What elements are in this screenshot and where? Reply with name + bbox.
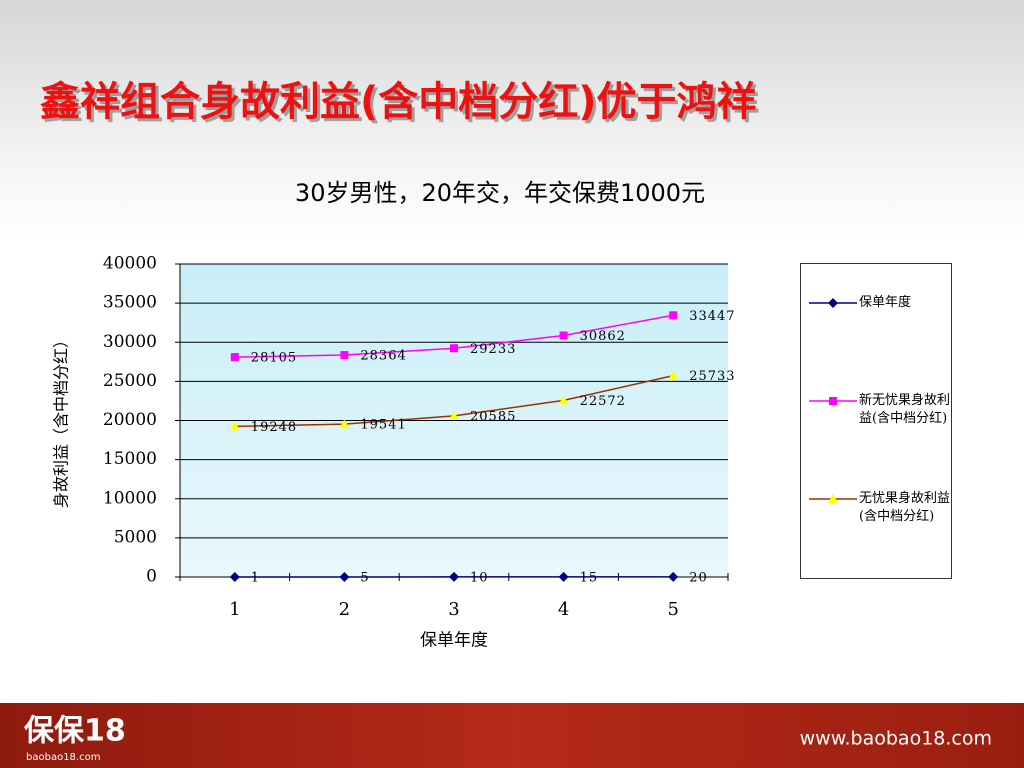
marker xyxy=(450,344,458,353)
y-tick-label: 25000 xyxy=(103,371,157,391)
data-label: 30862 xyxy=(580,329,626,344)
data-label: 10 xyxy=(470,570,489,585)
data-label: 20 xyxy=(689,570,708,585)
marker xyxy=(828,298,838,308)
x-tick-label: 3 xyxy=(448,599,459,620)
data-label: 29233 xyxy=(470,342,516,357)
x-axis-label: 保单年度 xyxy=(420,631,488,651)
slide-title: 鑫祥组合身故利益(含中档分红)优于鸿祥 xyxy=(40,79,757,125)
marker xyxy=(339,571,350,582)
legend-swatch xyxy=(809,298,857,308)
marker xyxy=(229,421,240,431)
marker xyxy=(449,571,459,582)
legend-text: 新无忧果身故利益(含中档分红) xyxy=(859,393,951,426)
y-tick-label: 10000 xyxy=(103,488,157,508)
data-label: 15 xyxy=(580,570,599,585)
legend-swatch xyxy=(809,397,857,405)
data-label: 20585 xyxy=(470,409,516,424)
marker xyxy=(230,353,239,362)
x-tick-label: 4 xyxy=(558,599,569,620)
title-shadow: 鑫祥组合身故利益(含中档分红)优于鸿祥 xyxy=(43,82,760,128)
data-label: 25733 xyxy=(689,369,735,384)
legend-text: 保单年度 xyxy=(859,295,912,310)
marker xyxy=(340,351,349,360)
subtitle: 30岁男性，20年交，年交保费1000元 xyxy=(295,179,705,207)
data-label: 1 xyxy=(251,570,260,585)
legend-text: 无忧果身故利益(含中档分红) xyxy=(859,491,951,524)
x-tick-label: 5 xyxy=(667,599,678,620)
data-label: 5 xyxy=(360,570,369,585)
footer-band xyxy=(0,703,1024,768)
marker xyxy=(668,571,679,582)
marker xyxy=(449,410,459,420)
y-tick-label: 5000 xyxy=(114,527,157,547)
marker xyxy=(559,331,568,340)
logo: 保保18 xyxy=(24,714,126,749)
x-tick-label: 2 xyxy=(339,599,350,620)
y-tick-label: 0 xyxy=(146,567,157,587)
y-tick-label: 20000 xyxy=(103,410,157,430)
y-tick-label: 40000 xyxy=(103,254,157,274)
data-label: 28364 xyxy=(360,349,406,364)
marker xyxy=(669,311,678,320)
marker xyxy=(828,494,838,503)
data-label: 28105 xyxy=(251,351,297,366)
marker xyxy=(229,571,240,582)
data-label: 33447 xyxy=(689,309,735,324)
legend: 保单年度新无忧果身故利益(含中档分红) 无忧果身故利益(含中档分红) xyxy=(800,263,952,579)
x-tick-label: 1 xyxy=(229,599,240,620)
data-label: 22572 xyxy=(580,394,626,409)
y-tick-label: 30000 xyxy=(103,332,157,352)
legend-swatch xyxy=(809,494,857,503)
legend-entry: 保单年度 xyxy=(807,294,951,312)
logo-sub: baobao18.com xyxy=(26,752,100,763)
y-axis-label: 身故利益（含中档分红） xyxy=(52,332,71,508)
y-tick-label: 15000 xyxy=(103,449,157,469)
url: www.baobao18.com xyxy=(800,728,992,750)
y-tick-label: 35000 xyxy=(103,293,157,313)
marker xyxy=(558,395,569,405)
marker xyxy=(339,419,350,429)
marker xyxy=(829,397,837,405)
data-label: 19248 xyxy=(251,420,297,435)
legend-entry: 无忧果身故利益(含中档分红) xyxy=(807,490,951,526)
data-label: 19541 xyxy=(360,418,406,433)
legend-entry: 新无忧果身故利益(含中档分红) xyxy=(807,392,951,428)
marker xyxy=(668,370,679,380)
marker xyxy=(558,571,569,582)
